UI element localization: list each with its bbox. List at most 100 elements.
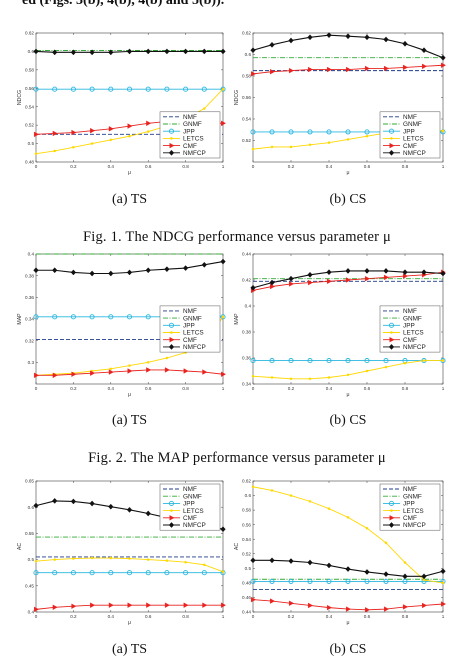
legend-marker-cmf: [169, 142, 175, 149]
data-point-letcs: [165, 559, 169, 562]
data-point-cmf: [164, 367, 170, 373]
data-point-nmfcp: [201, 261, 207, 268]
legend-label-gnmf: GNMF: [403, 121, 422, 128]
y-tick-label: 0.58: [242, 508, 251, 513]
legend-label-gnmf: GNMF: [183, 315, 202, 322]
x-tick-label: 0.6: [364, 164, 371, 169]
legend-label-letcs: LETCS: [183, 508, 204, 515]
y-axis-label: AC: [17, 543, 23, 550]
x-axis-label: μ: [128, 620, 131, 626]
y-tick-label: 0.6: [245, 52, 252, 57]
data-point-jpp: [326, 578, 332, 584]
data-point-letcs: [441, 581, 445, 585]
data-point-cmf: [52, 130, 58, 137]
data-point-letcs: [365, 134, 369, 138]
data-point-jpp: [383, 578, 389, 584]
x-tick-label: 0.6: [364, 386, 371, 391]
data-point-nmfcp: [402, 573, 408, 580]
data-point-cmf: [403, 64, 409, 71]
data-point-jpp: [52, 570, 58, 576]
y-tick-label: 0.54: [25, 104, 34, 109]
data-point-nmfcp: [164, 48, 170, 55]
data-point-jpp: [183, 86, 189, 92]
data-point-nmfcp: [145, 48, 151, 55]
data-point-cmf: [365, 65, 371, 72]
y-tick-label: 0.4: [28, 252, 35, 257]
y-tick-label: 0.34: [242, 382, 251, 387]
y-tick-label: 0.38: [25, 273, 34, 278]
x-tick-label: 0: [35, 164, 38, 169]
y-axis-label: AC: [234, 543, 240, 550]
y-tick-label: 0.6: [28, 49, 35, 54]
x-axis-label: μ: [128, 170, 131, 176]
data-point-nmfcp: [440, 54, 446, 61]
x-tick-label: 0.8: [182, 386, 189, 391]
data-point-letcs: [109, 138, 113, 142]
data-point-nmfcp: [402, 269, 408, 276]
data-point-nmfcp: [126, 48, 133, 55]
x-tick-label: 0.2: [70, 386, 77, 391]
data-point-jpp: [33, 570, 39, 576]
data-point-nmfcp: [345, 33, 351, 40]
legend-label-nmf: NMF: [403, 486, 417, 493]
data-point-jpp: [269, 578, 275, 584]
data-point-nmfcp: [250, 557, 256, 564]
x-tick-label: 1: [222, 386, 225, 391]
legend-label-nmfcp: NMFCP: [183, 150, 206, 157]
data-point-jpp: [70, 314, 76, 320]
data-point-letcs: [327, 507, 331, 510]
legend-label-nmfcp: NMFCP: [403, 150, 426, 157]
data-point-letcs: [441, 359, 445, 362]
x-tick-label: 1: [442, 386, 445, 391]
data-point-jpp: [307, 578, 313, 584]
data-point-nmfcp: [108, 49, 114, 56]
subcaption-ac-cs: (b) CS: [330, 642, 367, 657]
data-point-nmfcp: [182, 48, 189, 55]
y-tick-label: 0.4: [245, 304, 252, 309]
data-point-letcs: [403, 361, 407, 365]
x-tick-label: 0.8: [182, 164, 189, 169]
data-point-nmfcp: [220, 48, 226, 55]
legend-box: [379, 305, 441, 353]
data-point-nmfcp: [89, 270, 95, 277]
data-point-letcs: [128, 134, 131, 138]
data-point-jpp: [307, 129, 313, 135]
legend-marker-letcs: [390, 137, 393, 140]
y-tick-label: 0.34: [25, 317, 34, 322]
data-point-cmf: [289, 600, 295, 607]
data-point-nmfcp: [145, 267, 151, 274]
legend-marker-cmf: [169, 336, 175, 343]
legend-marker-jpp: [388, 322, 395, 328]
data-point-jpp: [345, 578, 351, 584]
data-point-letcs: [221, 87, 225, 91]
legend-label-nmf: NMF: [403, 114, 417, 121]
legend-label-letcs: LETCS: [403, 136, 424, 143]
x-tick-label: 0: [35, 386, 38, 391]
chart-ndcg-cs: 0 0.2 0.4 0.6 0.8 1 0.52 0.54 0.56 0.58 0.6 0.62 μ ND…: [234, 31, 447, 176]
data-point-cmf: [71, 603, 77, 609]
x-tick-label: 0.6: [145, 386, 152, 391]
y-tick-label: 0.44: [242, 252, 251, 257]
data-point-letcs: [146, 558, 150, 561]
y-tick-label: 0.6: [245, 493, 252, 498]
y-axis-label: MAP: [17, 313, 23, 325]
data-point-cmf: [52, 372, 58, 379]
data-point-cmf: [365, 275, 371, 282]
data-point-jpp: [326, 358, 332, 364]
data-point-jpp: [145, 570, 151, 576]
data-point-nmfcp: [52, 49, 58, 56]
legend-marker-letcs: [170, 137, 173, 140]
chart-ac-ts: 0 0.2 0.4 0.6 0.8 1 0.4 0.45 0.5 0.55 0.6 0.65 μ AC NM…: [17, 479, 227, 626]
data-point-nmfcp: [326, 562, 332, 569]
x-tick-label: 0.8: [182, 614, 189, 619]
data-point-letcs: [221, 570, 225, 573]
data-point-cmf: [346, 66, 352, 73]
data-point-cmf: [146, 120, 152, 127]
data-point-nmfcp: [269, 41, 275, 48]
y-tick-label: 0.45: [25, 583, 34, 588]
x-axis-label: μ: [347, 170, 350, 176]
data-point-nmfcp: [220, 258, 226, 265]
data-point-nmfcp: [383, 571, 389, 578]
data-point-cmf: [270, 598, 276, 604]
